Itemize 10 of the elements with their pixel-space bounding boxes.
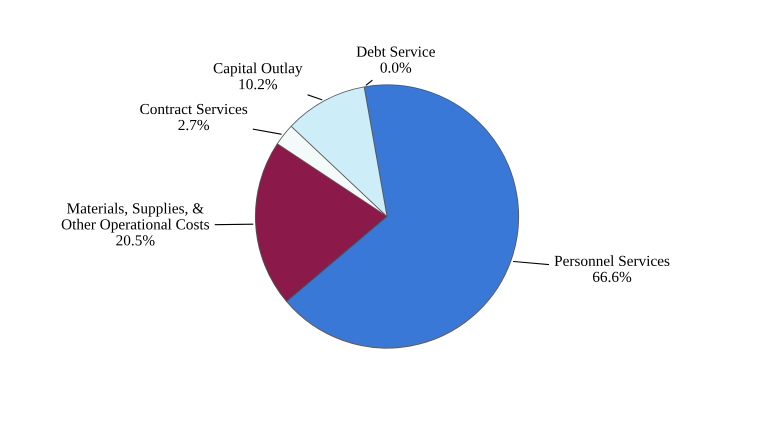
data-label: 2.7%: [178, 120, 210, 130]
data-label: 20.5%: [116, 235, 155, 246]
slice-label: Contract Services: [140, 104, 248, 114]
data-label: 66.6%: [592, 272, 632, 282]
slice-label: Materials, Supplies, & Other Operational Costs: [62, 202, 210, 233]
category-label: Debt Service: [356, 46, 435, 57]
data-label: 10.2%: [239, 79, 278, 90]
slice-label: Capital Outlay: [214, 62, 303, 76]
slice-label: Personnel Services: [554, 255, 670, 266]
text: 0.0%: [380, 62, 412, 73]
